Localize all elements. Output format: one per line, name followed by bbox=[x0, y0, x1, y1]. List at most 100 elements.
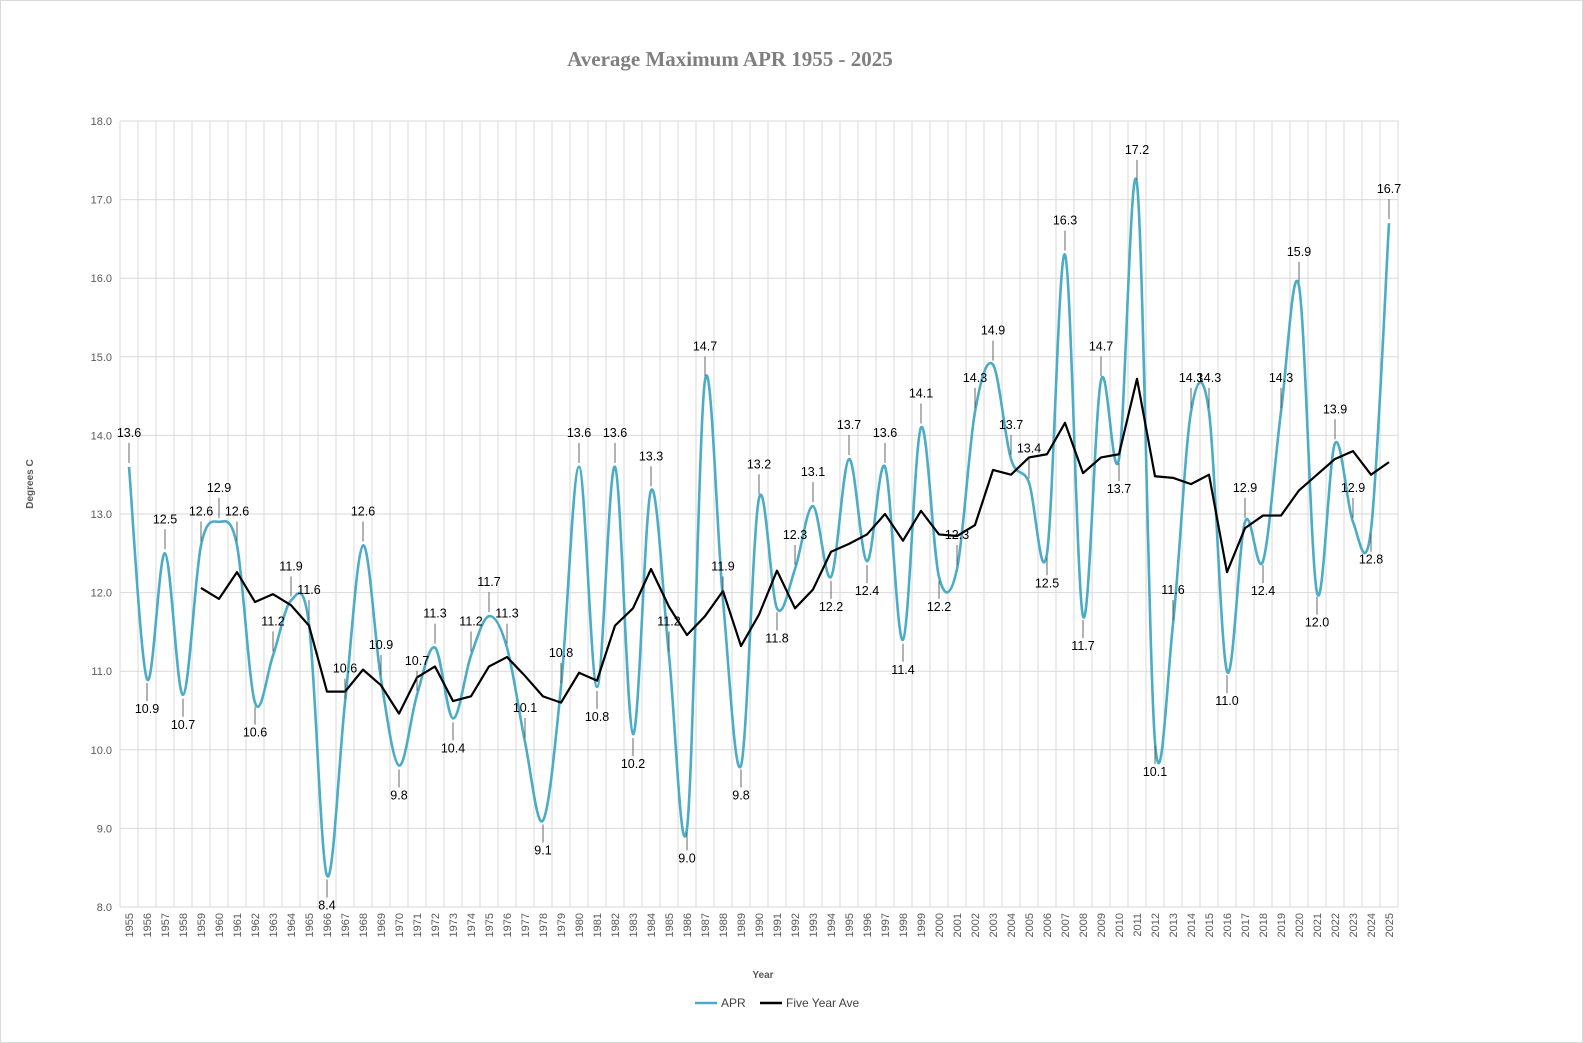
x-tick-label: 2000 bbox=[934, 913, 946, 937]
x-tick-label: 1980 bbox=[574, 913, 586, 937]
x-tick-label: 1984 bbox=[646, 913, 658, 937]
data-label: 11.2 bbox=[261, 614, 284, 628]
data-label: 13.6 bbox=[567, 426, 591, 440]
y-tick-label: 10.0 bbox=[91, 745, 112, 757]
data-label: 13.7 bbox=[837, 418, 861, 432]
x-tick-label: 1986 bbox=[682, 913, 694, 937]
x-tick-label: 1998 bbox=[898, 913, 910, 937]
data-label: 12.9 bbox=[1233, 481, 1257, 495]
x-tick-label: 2016 bbox=[1222, 913, 1234, 937]
data-label: 12.5 bbox=[1035, 576, 1059, 590]
data-label: 13.7 bbox=[999, 418, 1023, 432]
data-label: 9.0 bbox=[678, 851, 695, 865]
y-tick-label: 13.0 bbox=[91, 509, 112, 521]
y-tick-label: 11.0 bbox=[91, 666, 112, 678]
data-label: 9.8 bbox=[390, 789, 407, 803]
x-tick-label: 1982 bbox=[610, 913, 622, 937]
legend: APR Five Year Ave bbox=[695, 996, 859, 1010]
x-axis-ticks: 1955 1956 1957 1958 1959 1960 1961 1962 1963 1964… bbox=[124, 913, 1396, 937]
x-tick-label: 2009 bbox=[1096, 913, 1108, 937]
apr-series-line bbox=[127, 177, 1391, 878]
x-tick-label: 1957 bbox=[160, 913, 172, 937]
x-tick-label: 2003 bbox=[988, 913, 1000, 937]
data-label: 12.2 bbox=[927, 600, 951, 614]
x-tick-label: 1967 bbox=[340, 913, 352, 937]
data-label: 11.8 bbox=[765, 631, 788, 645]
x-tick-label: 1960 bbox=[214, 913, 226, 937]
data-label: 12.9 bbox=[207, 481, 231, 495]
x-tick-label: 1974 bbox=[466, 913, 478, 937]
data-label: 12.2 bbox=[819, 600, 843, 614]
data-label: 12.4 bbox=[1251, 584, 1275, 598]
x-tick-label: 1968 bbox=[358, 913, 370, 937]
data-label: 12.6 bbox=[225, 504, 249, 518]
x-tick-label: 2019 bbox=[1276, 913, 1288, 937]
y-tick-label: 17.0 bbox=[91, 195, 112, 207]
data-label: 9.8 bbox=[732, 789, 749, 803]
data-label: 10.1 bbox=[1143, 765, 1167, 779]
chart-title: Average Maximum APR 1955 - 2025 bbox=[567, 47, 893, 71]
series-group bbox=[127, 177, 1391, 878]
data-label: 14.3 bbox=[963, 371, 987, 385]
y-tick-label: 18.0 bbox=[91, 116, 112, 128]
data-label: 15.9 bbox=[1287, 245, 1311, 259]
x-tick-label: 1959 bbox=[196, 913, 208, 937]
x-tick-label: 1978 bbox=[538, 913, 550, 937]
x-tick-label: 1970 bbox=[394, 913, 406, 937]
x-tick-label: 2013 bbox=[1168, 913, 1180, 937]
x-tick-label: 1979 bbox=[556, 913, 568, 937]
data-label: 12.9 bbox=[1341, 481, 1365, 495]
x-tick-label: 2007 bbox=[1060, 913, 1072, 937]
data-label: 10.9 bbox=[369, 638, 393, 652]
data-label: 11.3 bbox=[423, 607, 446, 621]
data-label: 11.0 bbox=[1215, 694, 1238, 708]
x-tick-label: 1983 bbox=[628, 913, 640, 937]
y-axis-ticks: 8.0 9.0 10.0 11.0 12.0 13.0 14.0 15.0 16.0 17.0 18… bbox=[91, 116, 112, 914]
data-label: 13.9 bbox=[1323, 402, 1347, 416]
data-label: 11.9 bbox=[279, 559, 302, 573]
data-label: 10.8 bbox=[549, 646, 573, 660]
x-tick-label: 2004 bbox=[1006, 913, 1018, 937]
data-label: 11.2 bbox=[459, 614, 482, 628]
data-label: 14.3 bbox=[1197, 371, 1221, 385]
data-label: 14.9 bbox=[981, 324, 1005, 338]
data-label: 12.4 bbox=[855, 584, 879, 598]
x-tick-label: 2006 bbox=[1042, 913, 1054, 937]
x-tick-label: 2012 bbox=[1150, 913, 1162, 937]
data-labels: 13.6 10.9 12.5 10.7 12.6 12.9 12.6 10.6 11.2 11.9… bbox=[117, 143, 1401, 913]
x-tick-label: 2014 bbox=[1186, 913, 1198, 937]
x-tick-label: 1956 bbox=[142, 913, 154, 937]
y-tick-label: 12.0 bbox=[91, 588, 112, 600]
legend-label: APR bbox=[721, 996, 746, 1010]
x-tick-label: 1987 bbox=[700, 913, 712, 937]
data-label: 11.9 bbox=[711, 559, 734, 573]
x-tick-label: 1981 bbox=[592, 913, 604, 937]
data-label: 17.2 bbox=[1125, 143, 1149, 157]
data-label: 13.6 bbox=[603, 426, 627, 440]
data-label: 11.6 bbox=[297, 583, 320, 597]
x-tick-label: 1962 bbox=[250, 913, 262, 937]
x-tick-label: 2025 bbox=[1384, 913, 1396, 937]
data-label: 11.4 bbox=[891, 663, 914, 677]
x-tick-label: 1965 bbox=[304, 913, 316, 937]
x-tick-label: 2001 bbox=[952, 913, 964, 937]
x-tick-label: 2018 bbox=[1258, 913, 1270, 937]
x-tick-label: 1958 bbox=[178, 913, 190, 937]
data-label: 13.4 bbox=[1017, 442, 1041, 456]
data-label: 13.7 bbox=[1107, 482, 1131, 496]
x-tick-label: 1971 bbox=[412, 913, 424, 937]
x-tick-label: 1993 bbox=[808, 913, 820, 937]
x-tick-label: 1991 bbox=[772, 913, 784, 937]
y-axis-title: Degrees C bbox=[25, 459, 36, 508]
data-label: 16.7 bbox=[1377, 182, 1401, 196]
data-label: 13.6 bbox=[873, 426, 897, 440]
x-tick-label: 1990 bbox=[754, 913, 766, 937]
x-tick-label: 1992 bbox=[790, 913, 802, 937]
data-label: 10.8 bbox=[585, 710, 609, 724]
data-label: 13.6 bbox=[117, 426, 141, 440]
x-tick-label: 2002 bbox=[970, 913, 982, 937]
x-tick-label: 1996 bbox=[862, 913, 874, 937]
x-tick-label: 1972 bbox=[430, 913, 442, 937]
x-tick-label: 2011 bbox=[1132, 913, 1144, 937]
